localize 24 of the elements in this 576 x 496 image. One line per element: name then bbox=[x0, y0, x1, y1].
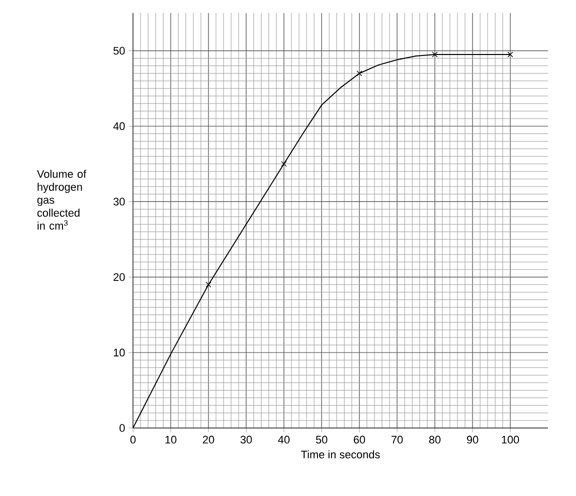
x-tick-label: 80 bbox=[429, 436, 440, 444]
y-tick-label: 20 bbox=[114, 273, 125, 281]
y-tick-label: 40 bbox=[113, 122, 125, 130]
point bbox=[356, 70, 362, 76]
point bbox=[206, 282, 212, 288]
y-tick-label: 30 bbox=[113, 198, 125, 206]
x-tick-label: 40 bbox=[278, 436, 290, 444]
y-tick-label: 10 bbox=[114, 348, 125, 356]
x-axis-title: Time in seconds bbox=[301, 450, 380, 458]
y-axis-title: Volume of hydrogen gas collected in cm$^{3}$ bbox=[36, 170, 86, 230]
x-tick-label: 20 bbox=[202, 436, 214, 444]
y-tick-label: 50 bbox=[113, 46, 125, 55]
point bbox=[507, 52, 514, 58]
x-tick-label: 90 bbox=[466, 436, 478, 444]
x-tick-label: 100 bbox=[502, 436, 519, 444]
point bbox=[281, 161, 287, 167]
x-tick-label: 50 bbox=[316, 436, 328, 444]
x-tick-label: 10 bbox=[165, 436, 176, 444]
x-tick-label: 0 bbox=[130, 436, 136, 444]
x-tick-label: 70 bbox=[392, 436, 403, 444]
y-tick-label: 0 bbox=[120, 424, 125, 432]
x-tick-label: 30 bbox=[240, 436, 252, 444]
x-tick-label: 60 bbox=[354, 436, 366, 444]
point bbox=[432, 52, 438, 58]
